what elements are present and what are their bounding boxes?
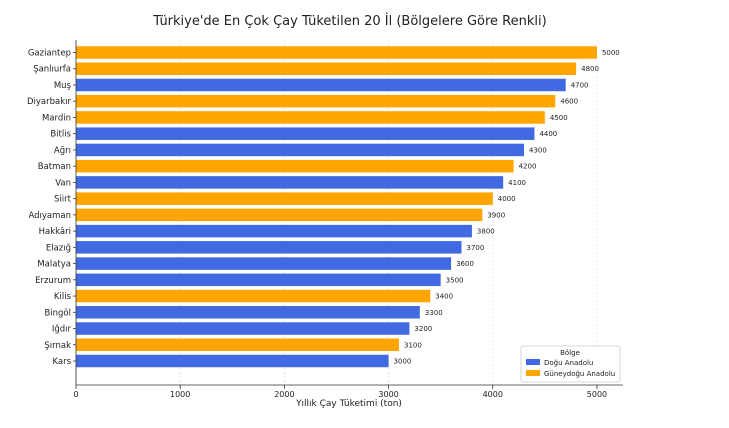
data-label-mardin: 4500 (550, 114, 568, 122)
category-label-van: Van (55, 178, 71, 188)
bar-mus (76, 78, 566, 92)
category-label-sanliurfa: Şanlıurfa (33, 65, 71, 75)
data-label-sanliurfa: 4800 (581, 65, 599, 73)
category-label-mardin: Mardin (42, 113, 71, 123)
legend-swatch-dogu-anadolu (526, 359, 540, 365)
bar-erzurum (76, 273, 441, 287)
legend-swatch-guneydogu-anadolu (526, 370, 540, 376)
data-label-hakkari: 3800 (477, 228, 495, 236)
bar-mardin (76, 111, 545, 124)
data-label-kars: 3000 (394, 358, 412, 366)
chart-title: Türkiye'de En Çok Çay Tüketilen 20 İl (B… (152, 13, 546, 29)
data-label-malatya: 3600 (456, 260, 474, 268)
bar-malatya (76, 257, 452, 270)
category-label-hakkari: Hakkâri (39, 227, 71, 237)
x-tick-label: 1000 (170, 390, 190, 399)
bar-bitlis (76, 127, 535, 140)
data-label-adiyaman: 3900 (487, 211, 505, 219)
bar-igdir (76, 322, 410, 335)
bar-diyarbakir (76, 94, 556, 108)
legend-label-dogu-anadolu: Doğu Anadolu (544, 359, 593, 367)
bar-sanliurfa (76, 62, 577, 75)
category-label-batman: Batman (38, 162, 71, 172)
data-label-igdir: 3200 (414, 325, 432, 333)
bars (76, 46, 597, 368)
category-label-elazig: Elazığ (46, 243, 71, 253)
bar-adiyaman (76, 208, 483, 222)
x-axis-label: Yıllık Çay Tüketimi (ton) (295, 399, 402, 409)
category-label-agri: Ağrı (54, 146, 71, 156)
x-tick-label: 4000 (483, 390, 503, 399)
data-label-van: 4100 (508, 179, 526, 187)
data-label-mus: 4700 (571, 81, 589, 89)
data-label-agri: 4300 (529, 146, 547, 154)
x-tick-label: 2000 (274, 390, 294, 399)
data-label-gaziantep: 5000 (602, 49, 620, 57)
category-label-igdir: Iğdır (52, 325, 72, 335)
legend: Bölge Doğu Anadolu Güneydoğu Anadolu (520, 345, 621, 383)
bar-gaziantep (76, 46, 597, 59)
legend-label-guneydogu-anadolu: Güneydoğu Anadolu (544, 370, 615, 378)
x-tick-label: 3000 (378, 390, 398, 399)
category-label-mus: Muş (54, 81, 72, 91)
data-label-sirnak: 3100 (404, 341, 422, 349)
x-tick-label: 5000 (587, 390, 607, 399)
axes (75, 40, 623, 386)
data-label-bitlis: 4400 (539, 130, 557, 138)
category-label-gaziantep: Gaziantep (28, 49, 71, 59)
bar-siirt (76, 192, 493, 205)
data-label-siirt: 4000 (498, 195, 516, 203)
bar-van (76, 176, 504, 189)
bar-batman (76, 159, 514, 173)
bar-kars (76, 354, 389, 368)
category-label-erzurum: Erzurum (35, 276, 71, 286)
bar-sirnak (76, 338, 399, 352)
x-tick-label: 0 (73, 390, 78, 399)
data-label-erzurum: 3500 (446, 276, 464, 284)
category-label-bingol: Bingöl (44, 308, 71, 318)
category-label-sirnak: Şırnak (44, 341, 71, 351)
category-label-kars: Kars (52, 357, 71, 367)
data-label-batman: 4200 (519, 163, 537, 171)
data-label-elazig: 3700 (467, 244, 485, 252)
category-label-kilis: Kilis (54, 292, 72, 302)
data-label-kilis: 3400 (435, 293, 453, 301)
bar-hakkari (76, 224, 472, 238)
category-label-diyarbakir: Diyarbakır (27, 97, 72, 107)
category-label-adiyaman: Adıyaman (28, 211, 71, 221)
category-label-bitlis: Bitlis (50, 130, 71, 140)
bar-kilis (76, 289, 431, 303)
x-tick-labels: 0 1000 2000 3000 4000 5000 (73, 385, 607, 399)
category-labels: Gaziantep Şanlıurfa Muş Diyarbakır Mardin Bit… (27, 49, 76, 367)
category-label-siirt: Siirt (54, 195, 72, 205)
bar-agri (76, 143, 525, 157)
data-label-diyarbakir: 4600 (560, 98, 578, 106)
legend-frame (520, 345, 621, 383)
data-label-bingol: 3300 (425, 309, 443, 317)
legend-title: Bölge (560, 349, 580, 357)
bar-elazig (76, 241, 462, 254)
bar-bingol (76, 306, 420, 319)
category-label-malatya: Malatya (37, 260, 71, 270)
